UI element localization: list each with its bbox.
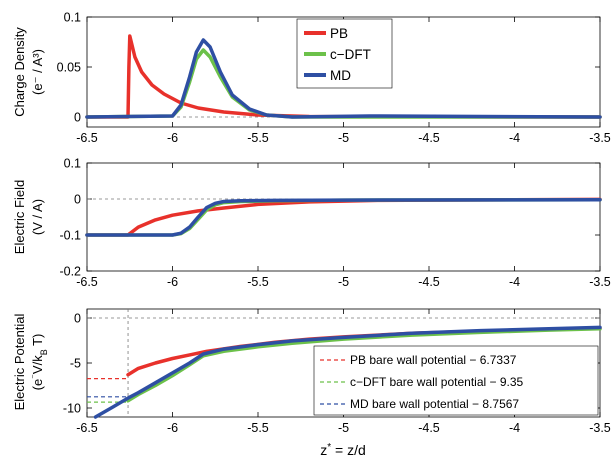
series-lines <box>85 34 602 119</box>
series-lines <box>85 197 602 237</box>
legend-label-cdft: c−DFT bare wall potential − 9.35 <box>350 375 524 389</box>
legend-label-pb: PB <box>330 26 348 41</box>
series-lines <box>93 325 602 419</box>
y-tick-label: 0.1 <box>64 11 81 25</box>
x-tick-label: -6 <box>167 421 178 435</box>
legend-label-pb: PB bare wall potential − 6.7337 <box>350 353 517 367</box>
x-tick-label: -4 <box>509 131 520 145</box>
y-tick-label: 0.1 <box>64 157 81 171</box>
y-axis-label-line1: Electric Field <box>12 180 27 254</box>
y-tick-label: 0.05 <box>57 61 81 75</box>
legend: PB bare wall potential − 6.7337 c−DFT ba… <box>313 345 599 416</box>
series-line-md <box>85 197 602 237</box>
x-axis-label-sup: * <box>327 442 331 453</box>
y-axis-label-line2: (V / A) <box>30 199 45 235</box>
x-tick-label: -5 <box>338 275 349 289</box>
electric-potential-panel: -6.5 -6 -5.5 -5 -4.5 -4 -3.5 -10 -5 0 Electric Po… <box>12 308 611 436</box>
x-axis-label: z* = z/d <box>320 442 366 459</box>
x-tick-label: -6 <box>167 131 178 145</box>
legend-box <box>313 345 599 416</box>
y-tick-label: -0.1 <box>59 229 81 243</box>
x-axis-label-rest: = z/d <box>331 442 366 458</box>
legend-label-md: MD <box>330 68 351 83</box>
x-tick-label: -3.5 <box>589 421 611 435</box>
x-tick-label: -4 <box>509 275 520 289</box>
ylabel-post: T) <box>30 334 45 350</box>
x-tick-label: -3.5 <box>589 275 611 289</box>
charge-density-panel: -6.5 -6 -5.5 -5 -4.5 -4 -3.5 0 0.05 0.1 Charge De… <box>12 11 611 146</box>
x-tick-label: -4 <box>509 421 520 435</box>
series-line-pb <box>85 34 602 119</box>
legend: PB c−DFT MD <box>296 18 393 89</box>
x-tick-label: -3.5 <box>589 131 611 145</box>
tick-labels: -6.5 -6 -5.5 -5 -4.5 -4 -3.5 -10 -5 0 <box>63 312 611 436</box>
x-tick-label: -6.5 <box>76 275 98 289</box>
y-tick-label: 0 <box>74 111 81 125</box>
x-tick-label: -5 <box>338 421 349 435</box>
legend-label-cdft: c−DFT <box>330 47 371 62</box>
y-tick-label: -0.2 <box>59 265 81 279</box>
series-line-pb <box>85 197 602 237</box>
x-tick-label: -5.5 <box>247 131 269 145</box>
y-tick-label: 0 <box>74 193 81 207</box>
ylabel-mid: V/k <box>30 355 45 374</box>
x-axis-label-main: z <box>320 442 327 458</box>
legend-label-md: MD bare wall potential − 8.7567 <box>350 397 519 411</box>
x-tick-label: -5 <box>338 131 349 145</box>
y-tick-label: 0 <box>74 312 81 326</box>
x-tick-label: -5.5 <box>247 275 269 289</box>
y-axis-label-line1: Charge Density <box>12 27 27 117</box>
x-tick-label: -5.5 <box>247 421 269 435</box>
y-axis-label-line1: Electric Potential <box>12 313 27 410</box>
y-axis-label-line2: (e⁻V/kB T) <box>29 334 49 391</box>
x-tick-label: -6.5 <box>76 421 98 435</box>
series-line-md <box>93 325 602 419</box>
x-tick-label: -4.5 <box>418 421 440 435</box>
x-tick-label: -4.5 <box>418 131 440 145</box>
y-tick-label: -10 <box>63 402 81 416</box>
x-tick-label: -6 <box>167 275 178 289</box>
ylabel-sup: ⁻ <box>29 374 39 379</box>
ylabel-sub: B <box>39 349 49 355</box>
x-tick-label: -4.5 <box>418 275 440 289</box>
y-tick-label: -5 <box>70 357 81 371</box>
electric-field-panel: -6.5 -6 -5.5 -5 -4.5 -4 -3.5 -0.2 -0.1 0 0.1 Elect… <box>12 157 611 290</box>
series-line-cdft <box>126 327 602 403</box>
tick-labels: -6.5 -6 -5.5 -5 -4.5 -4 -3.5 0 0.05 0.1 <box>57 11 611 146</box>
x-tick-label: -6.5 <box>76 131 98 145</box>
ylabel-pre: (e <box>30 379 45 391</box>
series-line-md <box>85 38 602 119</box>
y-axis-label-line2: (e⁻ / A³) <box>30 49 45 95</box>
tick-labels: -6.5 -6 -5.5 -5 -4.5 -4 -3.5 -0.2 -0.1 0 0.1 <box>59 157 610 290</box>
